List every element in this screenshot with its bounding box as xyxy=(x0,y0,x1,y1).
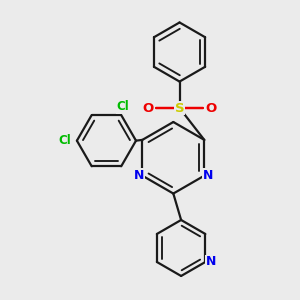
Text: N: N xyxy=(203,169,213,182)
Text: Cl: Cl xyxy=(59,134,71,147)
Text: Cl: Cl xyxy=(116,100,129,113)
Text: N: N xyxy=(134,169,144,182)
Text: N: N xyxy=(206,256,216,268)
Text: O: O xyxy=(143,101,154,115)
Text: O: O xyxy=(205,101,216,115)
Text: S: S xyxy=(175,101,184,115)
